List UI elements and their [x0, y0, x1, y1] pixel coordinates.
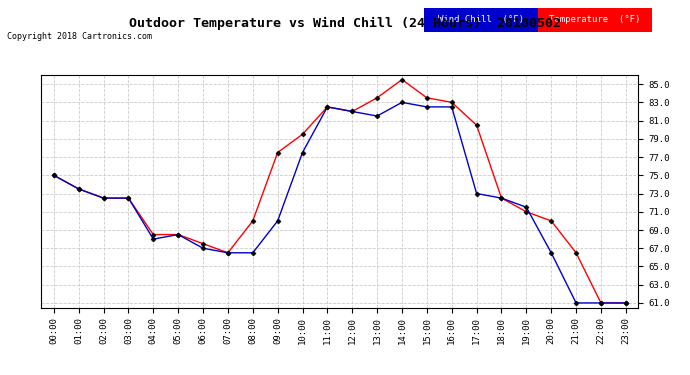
Text: Outdoor Temperature vs Wind Chill (24 Hours)  20180502: Outdoor Temperature vs Wind Chill (24 Ho… — [129, 17, 561, 30]
Text: Wind Chill  (°F): Wind Chill (°F) — [438, 15, 524, 24]
Text: Copyright 2018 Cartronics.com: Copyright 2018 Cartronics.com — [7, 32, 152, 41]
Text: Temperature  (°F): Temperature (°F) — [549, 15, 641, 24]
